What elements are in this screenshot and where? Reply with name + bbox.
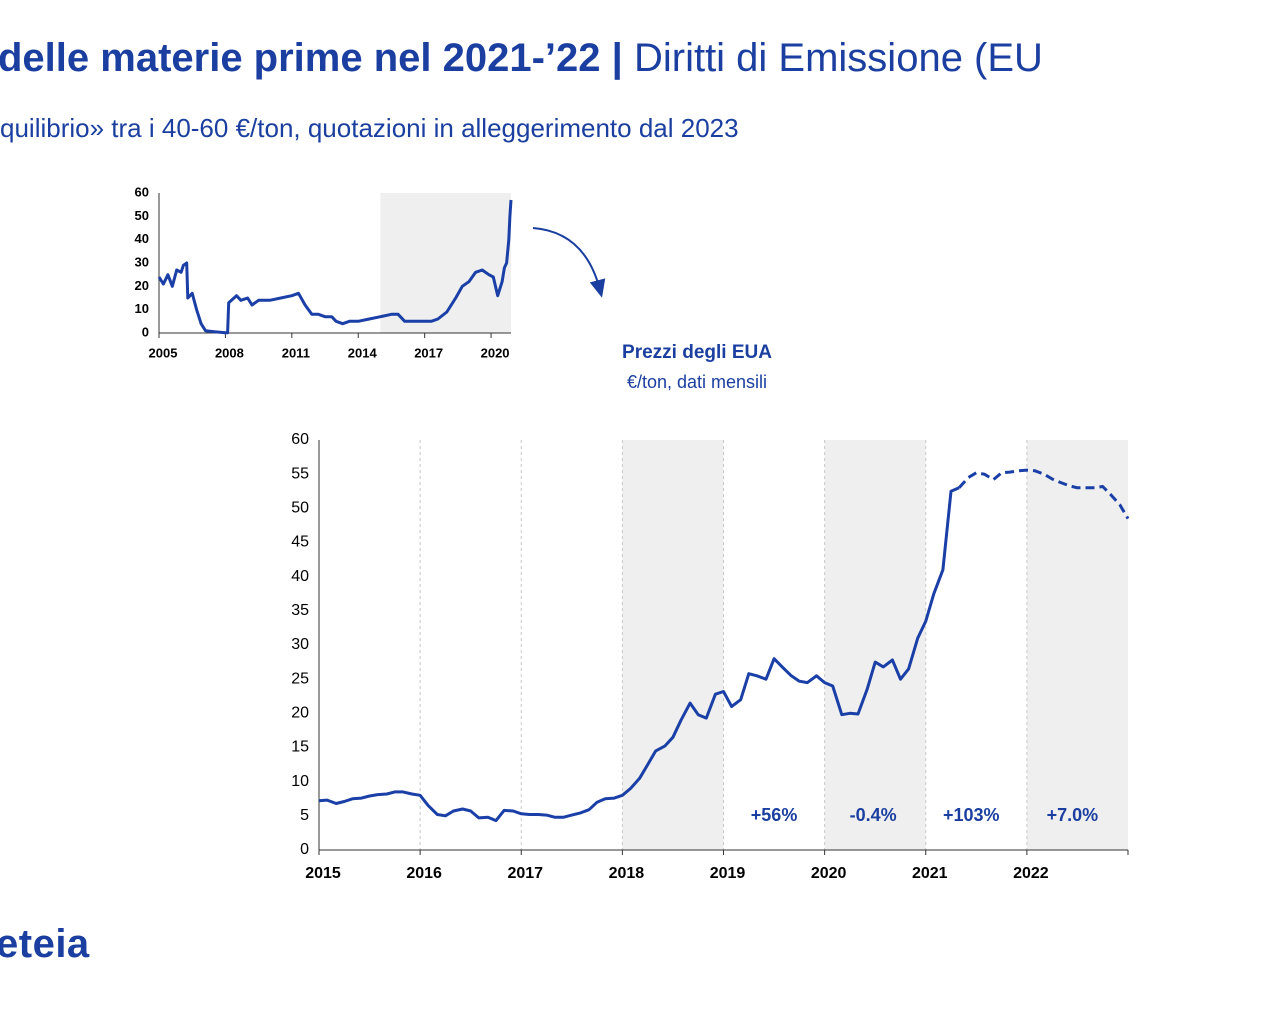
x-tick-label: 2020: [481, 345, 510, 360]
annotation: +103%: [943, 805, 1000, 825]
slide-title: delle materie prime nel 2021-’22 | Dirit…: [0, 36, 1043, 81]
y-tick-label: 60: [291, 431, 309, 448]
y-tick-label: 55: [291, 465, 309, 482]
y-tick-label: 60: [135, 184, 149, 199]
y-tick-label: 45: [291, 534, 309, 551]
y-tick-label: 25: [291, 670, 309, 687]
y-tick-label: 40: [291, 568, 309, 585]
y-tick-label: 0: [300, 841, 309, 858]
chart-subtitle: €/ton, dati mensili: [627, 372, 767, 392]
line-series: [157, 199, 513, 335]
x-tick-label: 2015: [305, 865, 341, 882]
y-tick-label: 5: [300, 807, 309, 824]
y-tick-label: 20: [291, 705, 309, 722]
y-tick-label: 30: [135, 254, 149, 269]
y-tick-label: 50: [291, 500, 309, 517]
annotation: +56%: [751, 805, 798, 825]
y-tick-label: 10: [291, 773, 309, 790]
line-series: [957, 468, 1130, 520]
y-tick-label: 15: [291, 739, 309, 756]
shaded-range: [380, 193, 511, 333]
x-tick-label: 2019: [710, 865, 746, 882]
x-tick-label: 2008: [215, 345, 244, 360]
x-tick-label: 2017: [507, 865, 543, 882]
shaded-range: [824, 440, 926, 850]
x-tick-label: 2005: [149, 345, 178, 360]
x-tick-label: 2021: [912, 865, 948, 882]
x-tick-label: 2011: [282, 345, 310, 360]
slide-subtitle: quilibrio» tra i 40-60 €/ton, quotazioni…: [0, 113, 739, 143]
shaded-range: [622, 440, 724, 850]
shaded-range: [1026, 440, 1128, 850]
y-tick-label: 0: [142, 324, 149, 339]
y-tick-label: 50: [135, 208, 149, 223]
logo: eteia: [0, 922, 90, 966]
annotation: -0.4%: [850, 805, 897, 825]
x-tick-label: 2020: [811, 865, 847, 882]
chart-title: Prezzi degli EUA: [622, 342, 772, 363]
x-tick-label: 2018: [609, 865, 645, 882]
annotation: +7.0%: [1047, 805, 1099, 825]
y-tick-label: 30: [291, 636, 309, 653]
y-tick-label: 10: [135, 301, 149, 316]
line-series: [318, 486, 960, 823]
x-tick-label: 2022: [1013, 865, 1049, 882]
x-tick-label: 2016: [406, 865, 442, 882]
title-bold: delle materie prime nel 2021-’22 |: [0, 36, 623, 80]
arrow: [532, 227, 606, 298]
x-tick-label: 2014: [348, 345, 378, 360]
y-tick-label: 40: [135, 231, 149, 246]
x-tick-label: 2017: [414, 345, 443, 360]
y-tick-label: 20: [135, 278, 149, 293]
y-tick-label: 35: [291, 602, 309, 619]
title-light: Diritti di Emissione (EU: [633, 36, 1043, 80]
